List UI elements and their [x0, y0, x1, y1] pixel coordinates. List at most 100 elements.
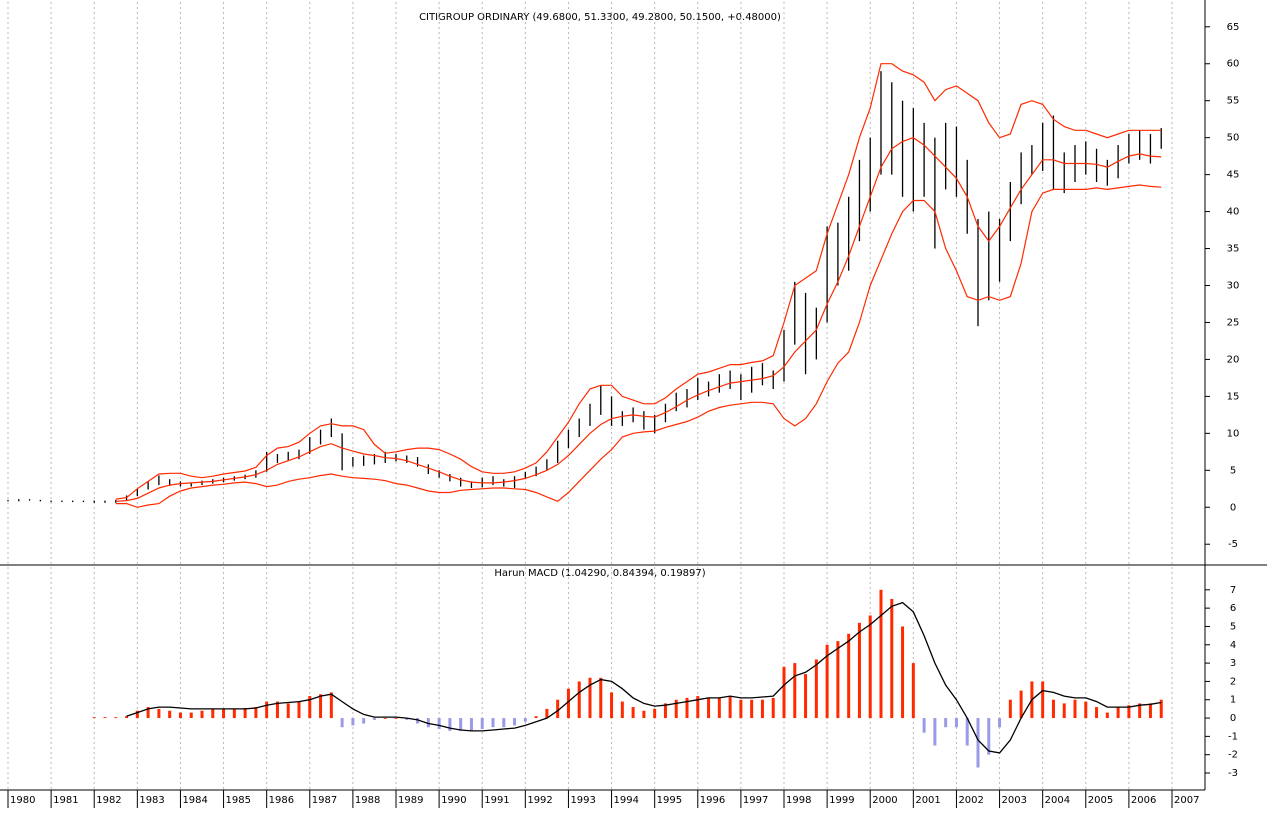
histogram-bar	[265, 701, 269, 719]
histogram-bar	[297, 701, 301, 719]
histogram-bar	[1062, 703, 1066, 719]
x-tick-label: 1985	[226, 795, 251, 806]
x-tick-label: 1995	[657, 795, 682, 806]
histogram-bar	[513, 718, 517, 726]
chart-title: CITIGROUP ORDINARY (49.6800, 51.3300, 49…	[419, 12, 781, 23]
y-tick-label: 5	[1230, 621, 1236, 632]
histogram-bar	[1095, 707, 1099, 719]
histogram-bar	[1008, 699, 1012, 719]
histogram-bar	[954, 718, 958, 728]
histogram-bar	[383, 718, 387, 719]
histogram-bar	[879, 589, 883, 719]
histogram-bar	[1019, 690, 1023, 719]
y-tick-label: 6	[1230, 603, 1236, 614]
y-tick-label: 50	[1227, 133, 1240, 144]
y-tick-label: 25	[1227, 317, 1240, 328]
histogram-bar	[125, 716, 129, 719]
x-tick-label: 1989	[398, 795, 423, 806]
histogram-bar	[631, 707, 635, 719]
histogram-bar	[243, 707, 247, 719]
histogram-bar	[825, 644, 829, 719]
histogram-bar	[922, 718, 926, 733]
x-tick-label: 2003	[1002, 795, 1027, 806]
y-tick-label: 0	[1230, 713, 1236, 724]
histogram-bar	[157, 708, 161, 719]
y-tick-label: -3	[1228, 768, 1238, 779]
histogram-bar	[222, 708, 226, 719]
histogram-bar	[588, 677, 592, 719]
y-tick-label: 60	[1227, 59, 1240, 70]
y-tick-label: 40	[1227, 207, 1240, 218]
histogram-bar	[1116, 707, 1120, 719]
histogram-bar	[416, 718, 420, 724]
histogram-bar	[146, 707, 150, 719]
histogram-bar	[890, 598, 894, 719]
histogram-bar	[319, 694, 323, 719]
y-tick-label: 4	[1230, 640, 1236, 651]
x-tick-label: 1997	[743, 795, 768, 806]
histogram-bar	[362, 718, 366, 724]
indicator-title: Harun MACD (1.04290, 0.84394, 0.19897)	[494, 568, 705, 579]
y-tick-label: 5	[1230, 465, 1236, 476]
histogram-bar	[998, 718, 1002, 728]
x-tick-label: 2001	[915, 795, 940, 806]
band-middle	[115, 137, 1162, 502]
histogram-bar	[1159, 699, 1163, 719]
histogram-bar	[696, 696, 700, 719]
histogram-bar	[620, 701, 624, 719]
histogram-bar	[857, 622, 861, 719]
y-tick-label: 65	[1227, 22, 1240, 33]
histogram-bar	[717, 697, 721, 719]
histogram-bar	[1073, 699, 1077, 719]
histogram-bar	[448, 718, 452, 731]
x-tick-label: 2006	[1131, 795, 1156, 806]
histogram-bar	[771, 697, 775, 719]
x-tick-label: 2004	[1045, 795, 1070, 806]
histogram-bar	[685, 697, 689, 719]
histogram-bar	[1041, 681, 1045, 719]
histogram-bar	[836, 641, 840, 719]
histogram-bar	[653, 708, 657, 719]
histogram-bar	[135, 710, 139, 719]
histogram-bar	[782, 666, 786, 719]
histogram-bar	[189, 712, 193, 719]
histogram-bar	[351, 718, 355, 726]
histogram-bar	[739, 699, 743, 719]
histogram-bar	[92, 717, 96, 719]
histogram-bar	[901, 626, 905, 719]
histogram-bar	[275, 701, 279, 719]
histogram-bar	[556, 699, 560, 719]
histogram-bar	[254, 707, 258, 719]
x-tick-label: 1986	[269, 795, 294, 806]
histogram-bar	[459, 718, 463, 731]
histogram-bar	[426, 718, 430, 728]
x-tick-label: 1987	[312, 795, 337, 806]
histogram-bar	[103, 717, 107, 719]
histogram-bar	[804, 674, 808, 719]
x-tick-label: 1981	[53, 795, 78, 806]
x-tick-label: 1999	[829, 795, 854, 806]
histogram-bar	[965, 718, 969, 746]
histogram-bar	[760, 699, 764, 719]
histogram-bar	[674, 699, 678, 719]
histogram-bar	[868, 615, 872, 719]
histogram-bar	[750, 699, 754, 719]
histogram-bar	[944, 718, 948, 728]
histogram-bar	[491, 718, 495, 728]
y-tick-label: 0	[1230, 502, 1236, 513]
y-tick-label: -1	[1228, 731, 1238, 742]
histogram-bar	[340, 718, 344, 728]
x-tick-label: 1984	[182, 795, 207, 806]
x-tick-label: 1990	[441, 795, 466, 806]
histogram-bar	[545, 708, 549, 719]
histogram-bar	[987, 718, 991, 755]
x-tick-label: 1988	[355, 795, 380, 806]
y-tick-label: 2	[1230, 676, 1236, 687]
histogram-bar	[480, 718, 484, 730]
y-tick-label: 45	[1227, 170, 1240, 181]
y-tick-label: 3	[1230, 658, 1236, 669]
histogram-bar	[707, 697, 711, 719]
histogram-bar	[1148, 703, 1152, 719]
histogram-bar	[599, 677, 603, 719]
